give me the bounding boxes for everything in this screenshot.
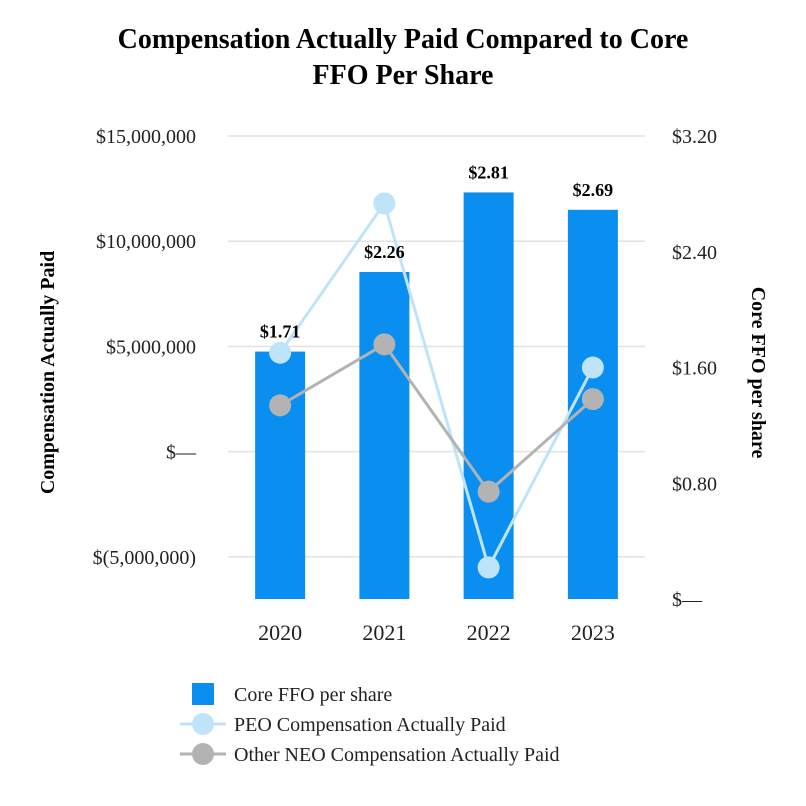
right-tick-label-0: $3.20 — [672, 126, 717, 148]
left-tick-label-2: $5,000,000 — [106, 336, 196, 358]
line-other-neo — [279, 342, 594, 494]
left-tick-label-1: $10,000,000 — [96, 231, 196, 253]
right-axis-ticks: $3.20 $2.40 $1.60 $0.80 $— — [672, 126, 717, 611]
points — [269, 192, 604, 579]
line-peo — [278, 199, 595, 572]
right-tick-label-3: $0.80 — [672, 473, 717, 495]
data-label-2020: $1.71 — [260, 322, 301, 342]
legend-label-core-ffo: Core FFO per share — [234, 684, 392, 706]
point-peo-2022 — [477, 556, 500, 579]
legend-marker-other-neo — [192, 743, 214, 765]
right-tick-label-4: $— — [672, 589, 703, 611]
left-axis-title: Compensation Actually Paid — [37, 251, 59, 494]
left-tick-label-3: $— — [166, 442, 197, 464]
x-tick-label-2022: 2022 — [467, 620, 511, 645]
point-other-neo-2022 — [477, 480, 500, 503]
point-other-neo-2023 — [581, 388, 604, 411]
point-peo-2023 — [581, 356, 604, 379]
chart-title: Compensation Actually Paid Compared to C… — [0, 22, 806, 94]
x-tick-label-2020: 2020 — [258, 620, 302, 645]
data-labels: $1.71 $2.26 $2.81 $2.69 — [260, 162, 613, 341]
right-axis-title: Core FFO per share — [747, 287, 769, 459]
legend-label-peo: PEO Compensation Actually Paid — [234, 714, 506, 736]
data-label-2022: $2.81 — [468, 162, 509, 182]
point-other-neo-2021 — [373, 333, 396, 356]
chart-title-line-1: Compensation Actually Paid Compared to C… — [117, 24, 689, 55]
point-other-neo-2020 — [269, 394, 292, 417]
x-axis-ticks: 2020 2021 2022 2023 — [258, 620, 615, 645]
legend-marker-peo — [192, 713, 214, 735]
chart-title-line-2: FFO Per Share — [312, 60, 494, 91]
legend: Core FFO per share PEO Compensation Actua… — [180, 683, 560, 766]
bar-2021 — [359, 272, 410, 599]
legend-swatch-core-ffo — [192, 683, 214, 705]
bar-2020 — [255, 351, 306, 599]
data-label-2023: $2.69 — [573, 180, 614, 200]
x-tick-label-2021: 2021 — [362, 620, 406, 645]
axis-titles: Compensation Actually Paid Core FFO per s… — [37, 251, 769, 494]
point-peo-2020 — [269, 341, 292, 364]
bars — [255, 192, 618, 599]
left-tick-label-0: $15,000,000 — [96, 126, 196, 148]
point-peo-2021 — [373, 192, 396, 215]
left-axis-ticks: $15,000,000 $10,000,000 $5,000,000 $— $(5,00… — [93, 126, 197, 569]
lines — [278, 199, 595, 572]
right-tick-label-1: $2.40 — [672, 242, 717, 264]
data-label-2021: $2.26 — [364, 242, 405, 262]
left-tick-label-4: $(5,000,000) — [93, 547, 196, 569]
legend-label-other-neo: Other NEO Compensation Actually Paid — [234, 744, 560, 766]
bar-2022 — [463, 192, 514, 599]
right-tick-label-2: $1.60 — [672, 358, 717, 380]
x-tick-label-2023: 2023 — [571, 620, 615, 645]
